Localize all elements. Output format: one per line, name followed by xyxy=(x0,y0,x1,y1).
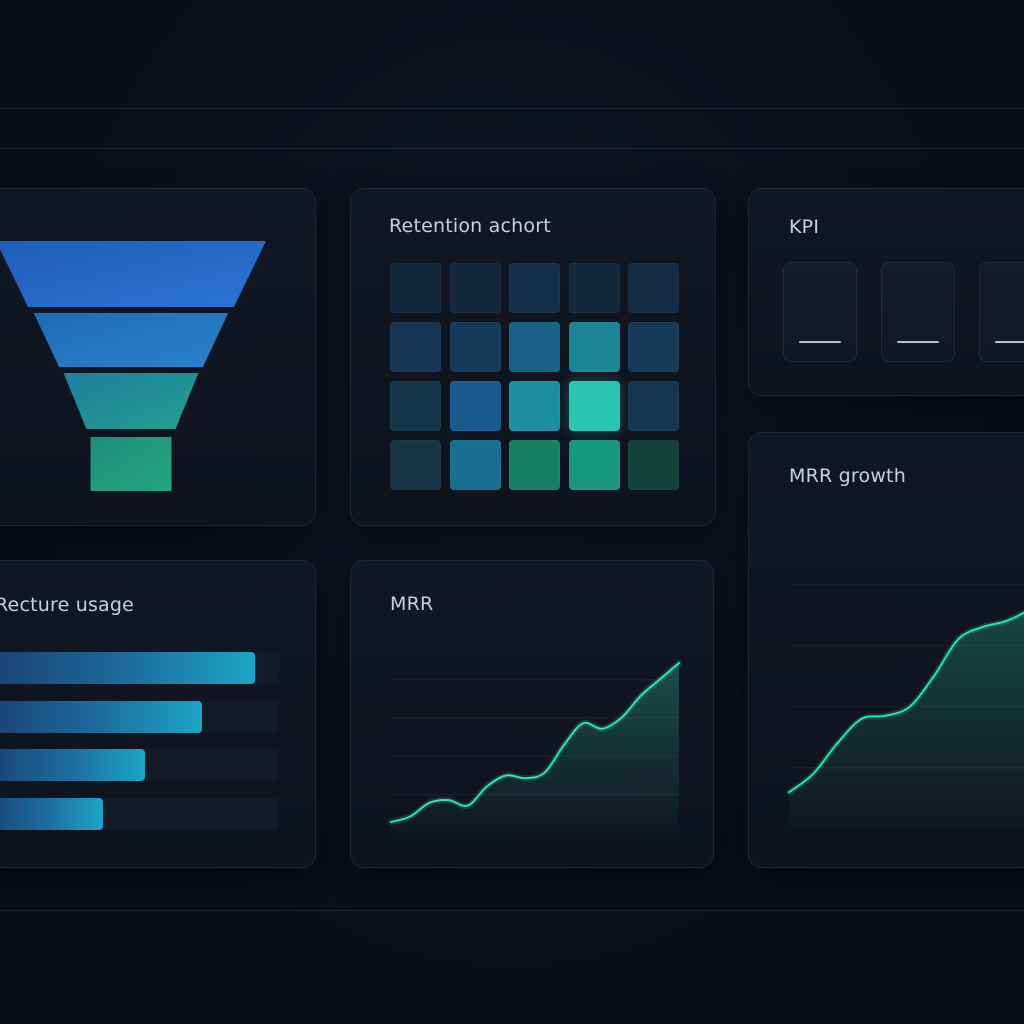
funnel-chart xyxy=(0,241,266,491)
retention-cohort-card[interactable]: Retention achort xyxy=(350,188,716,526)
funnel-stage-1[interactable] xyxy=(0,241,266,307)
retention-cell[interactable] xyxy=(509,263,560,313)
usage-bar-fill[interactable] xyxy=(0,797,103,830)
retention-cell[interactable] xyxy=(449,263,501,313)
series-line[interactable] xyxy=(788,572,1024,794)
retention-cell[interactable] xyxy=(568,322,620,372)
area-fill xyxy=(789,612,1024,829)
kpi-placeholder-dash xyxy=(799,341,841,343)
usage-bar-track xyxy=(0,652,279,684)
retention-cell[interactable] xyxy=(509,322,560,372)
feature-usage-title: Recture usage xyxy=(0,594,135,616)
retention-cell[interactable] xyxy=(568,440,620,490)
feature-usage-card[interactable]: Recture usage xyxy=(0,560,316,868)
kpi-placeholder-dash xyxy=(897,341,939,343)
retention-cell[interactable] xyxy=(628,381,679,431)
kpi-placeholder-dash xyxy=(995,341,1024,343)
bottom-divider xyxy=(0,910,1024,911)
retention-cell[interactable] xyxy=(449,322,501,372)
kpi-tile-3[interactable] xyxy=(979,262,1024,362)
retention-cell[interactable] xyxy=(390,263,441,313)
usage-bar-track xyxy=(0,749,279,781)
retention-cell[interactable] xyxy=(568,381,620,431)
usage-bar-fill[interactable] xyxy=(0,700,202,733)
kpi-tile-2[interactable] xyxy=(881,262,955,362)
retention-cell[interactable] xyxy=(568,263,620,313)
kpi-tile-1[interactable] xyxy=(783,262,857,362)
usage-bar-fill[interactable] xyxy=(0,652,255,684)
retention-cell[interactable] xyxy=(390,322,441,372)
kpi-title: KPI xyxy=(789,216,820,238)
retention-cell[interactable] xyxy=(390,381,441,431)
mrr-card[interactable]: MRR xyxy=(350,560,714,868)
usage-bar-track xyxy=(0,797,279,830)
series-line[interactable] xyxy=(390,661,680,824)
mrr-growth-title: MRR growth xyxy=(789,465,906,487)
toolbar-divider xyxy=(0,148,1024,149)
funnel-stage-3[interactable] xyxy=(63,373,199,429)
funnel-stage-4[interactable] xyxy=(90,437,172,491)
retention-cell[interactable] xyxy=(628,440,679,490)
retention-cell[interactable] xyxy=(509,440,560,490)
retention-cell[interactable] xyxy=(509,381,560,431)
funnel-stage-2[interactable] xyxy=(33,313,229,367)
usage-bar-fill[interactable] xyxy=(0,749,145,781)
retention-cell[interactable] xyxy=(449,440,501,490)
mrr-growth-chart xyxy=(786,572,1024,829)
retention-cell[interactable] xyxy=(390,440,441,490)
retention-cell[interactable] xyxy=(449,381,501,431)
usage-bar-track xyxy=(0,700,279,733)
area-fill xyxy=(391,662,679,833)
retention-cohort-title: Retention achort xyxy=(389,215,551,237)
mrr-growth-card[interactable]: MRR growth xyxy=(748,432,1024,868)
mrr-chart xyxy=(388,659,682,833)
kpi-card[interactable]: KPI xyxy=(748,188,1024,396)
retention-cell[interactable] xyxy=(628,322,679,372)
top-divider xyxy=(0,108,1024,109)
retention-cell[interactable] xyxy=(628,263,679,313)
mrr-title: MRR xyxy=(390,593,434,615)
funnel-card[interactable] xyxy=(0,188,316,526)
